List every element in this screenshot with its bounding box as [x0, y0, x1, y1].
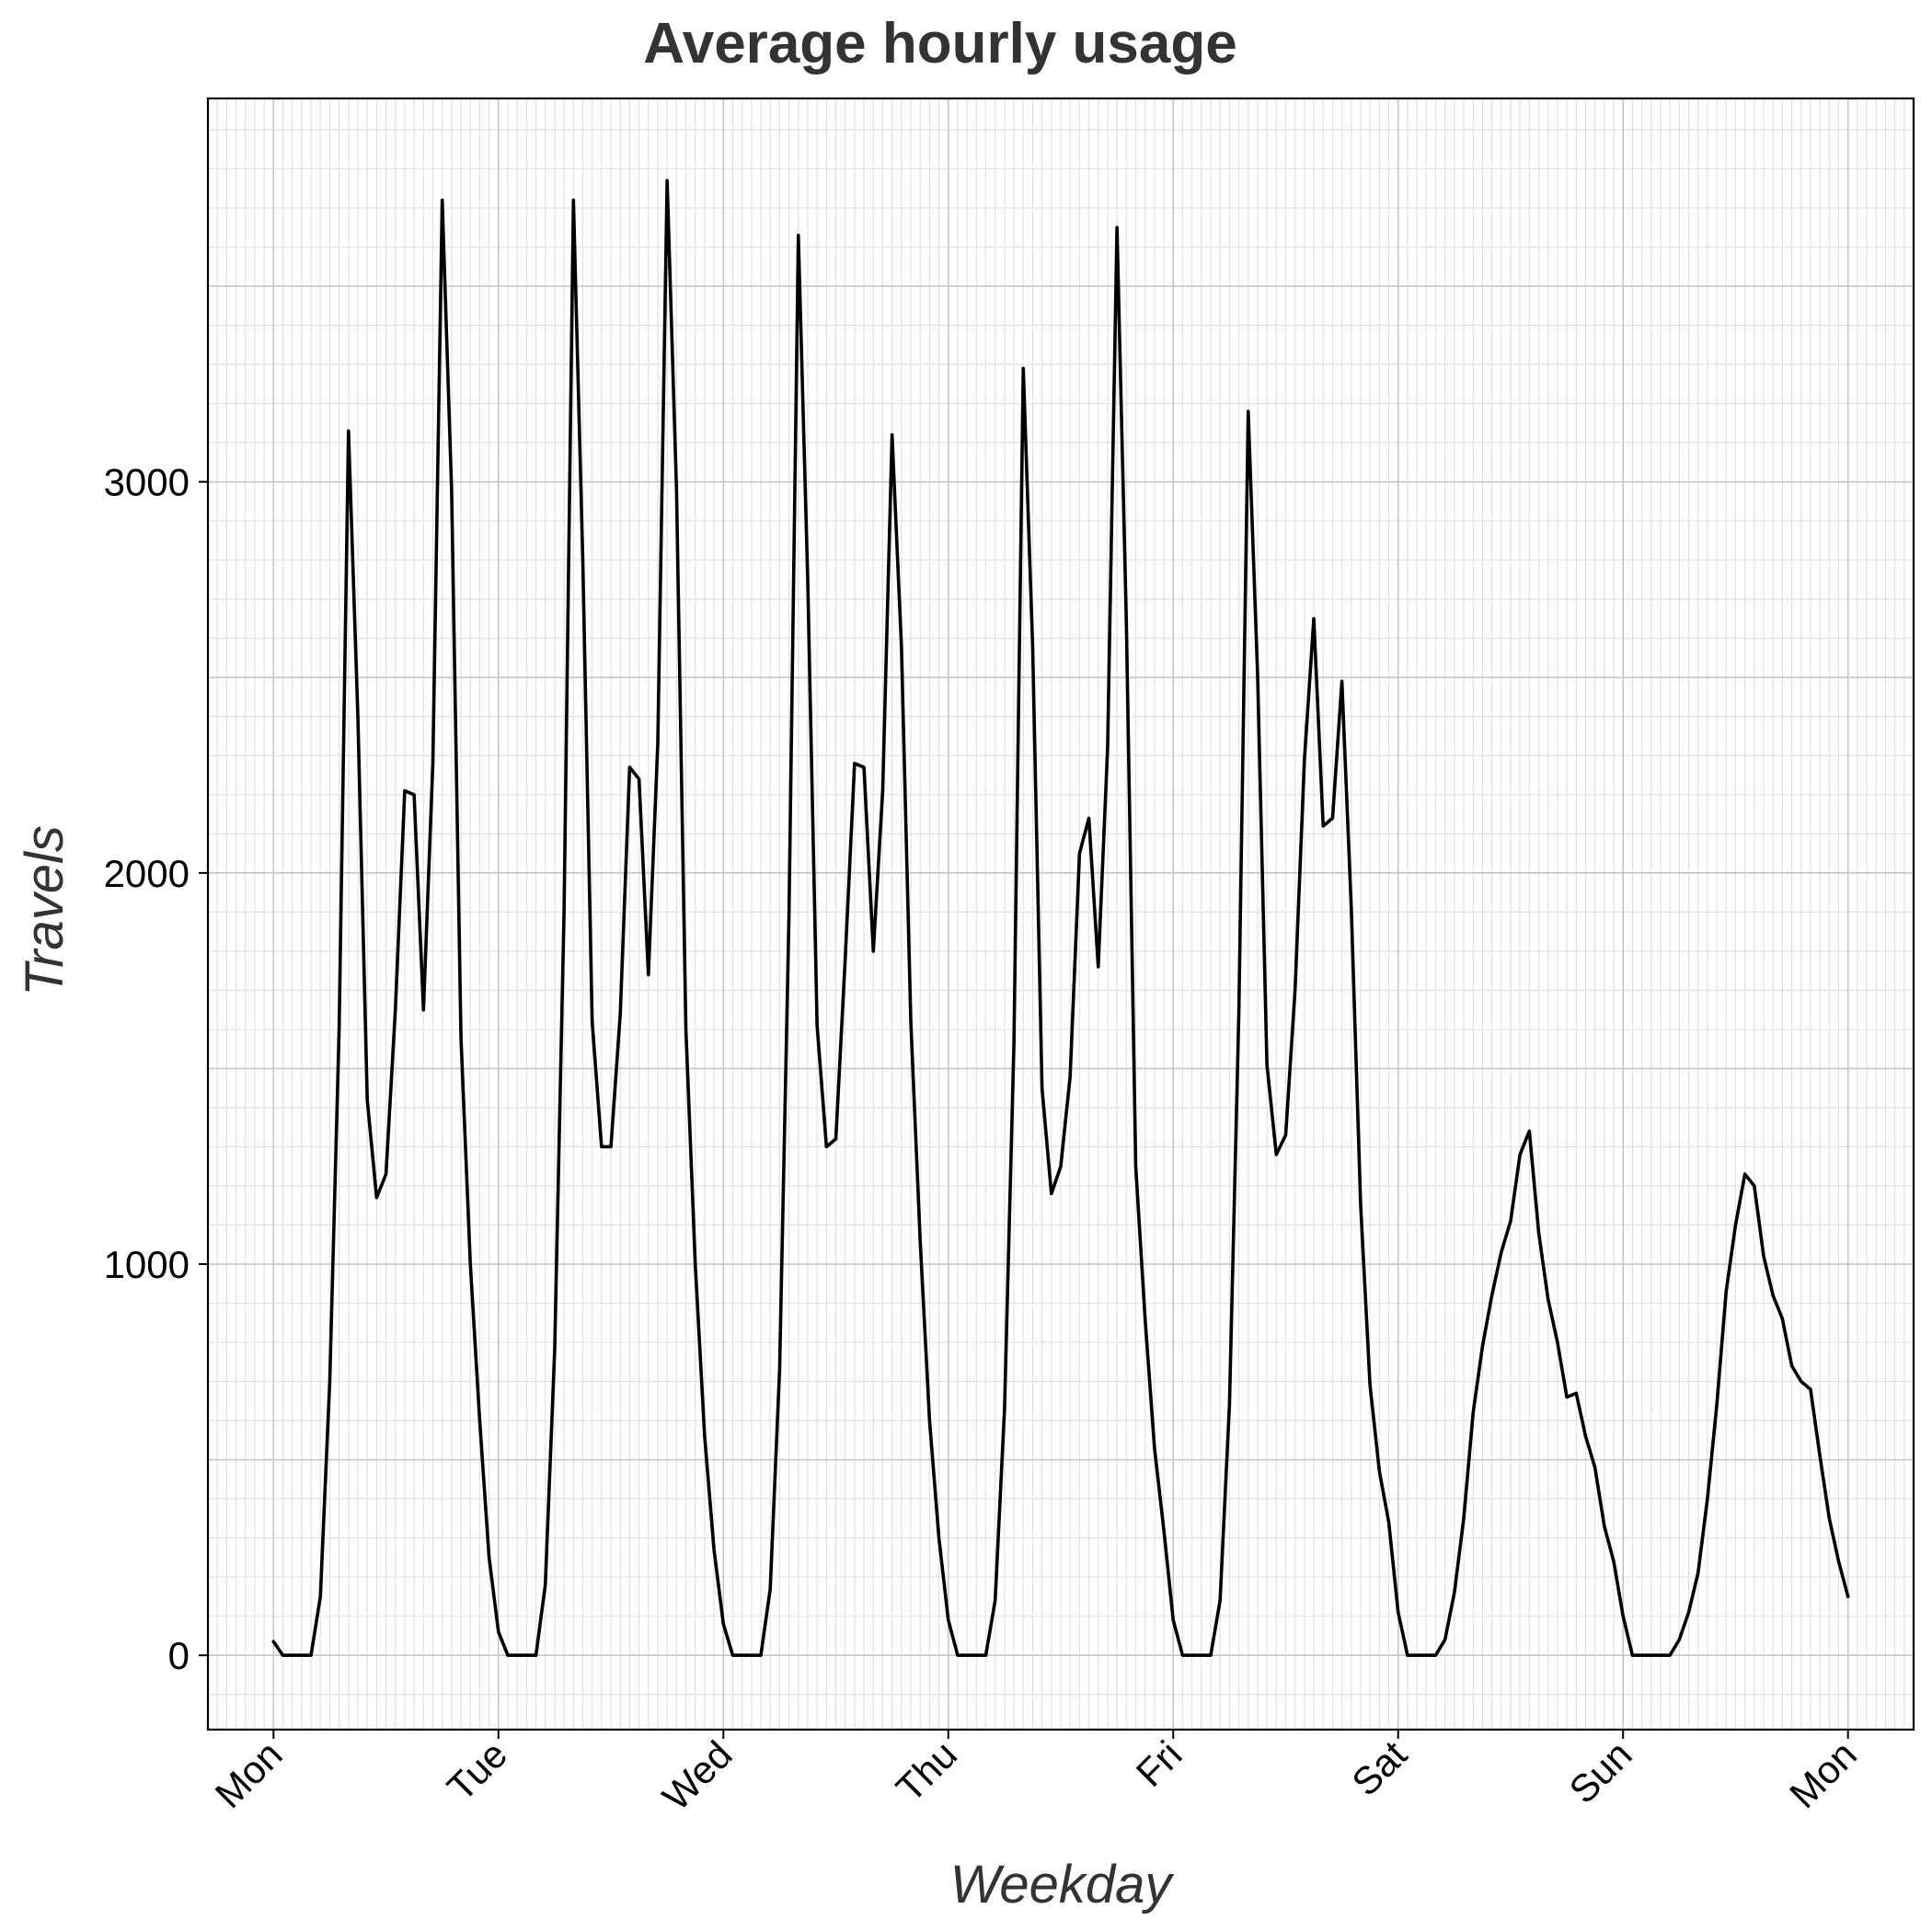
y-tick-label: 3000: [104, 461, 190, 504]
x-tick-label: Fri: [1128, 1732, 1190, 1795]
y-tick-label: 1000: [104, 1243, 190, 1286]
x-axis: Mon Tue Wed Thu Fri Sat Sun Mon: [207, 1730, 1865, 1819]
x-axis-label: Weekday: [950, 1855, 1175, 1915]
x-tick-label: Sun: [1560, 1732, 1639, 1811]
x-tick-label: Mon: [207, 1732, 291, 1816]
y-tick-label: 0: [168, 1634, 190, 1677]
major-grid: [208, 98, 1914, 1730]
y-tick-label: 2000: [104, 852, 190, 895]
series-line: [271, 178, 1850, 1658]
x-tick-label: Wed: [654, 1732, 741, 1819]
minor-grid: [207, 98, 1915, 1730]
x-tick-label: Mon: [1781, 1732, 1865, 1816]
y-axis: 0 1000 2000 3000: [104, 461, 208, 1677]
chart-title: Average hourly usage: [643, 12, 1237, 75]
y-axis-label: Travels: [15, 825, 75, 996]
plot-frame: [206, 97, 1915, 1731]
x-tick-label: Tue: [439, 1732, 515, 1809]
x-tick-label: Thu: [888, 1732, 965, 1810]
x-tick-label: Sat: [1343, 1732, 1415, 1804]
